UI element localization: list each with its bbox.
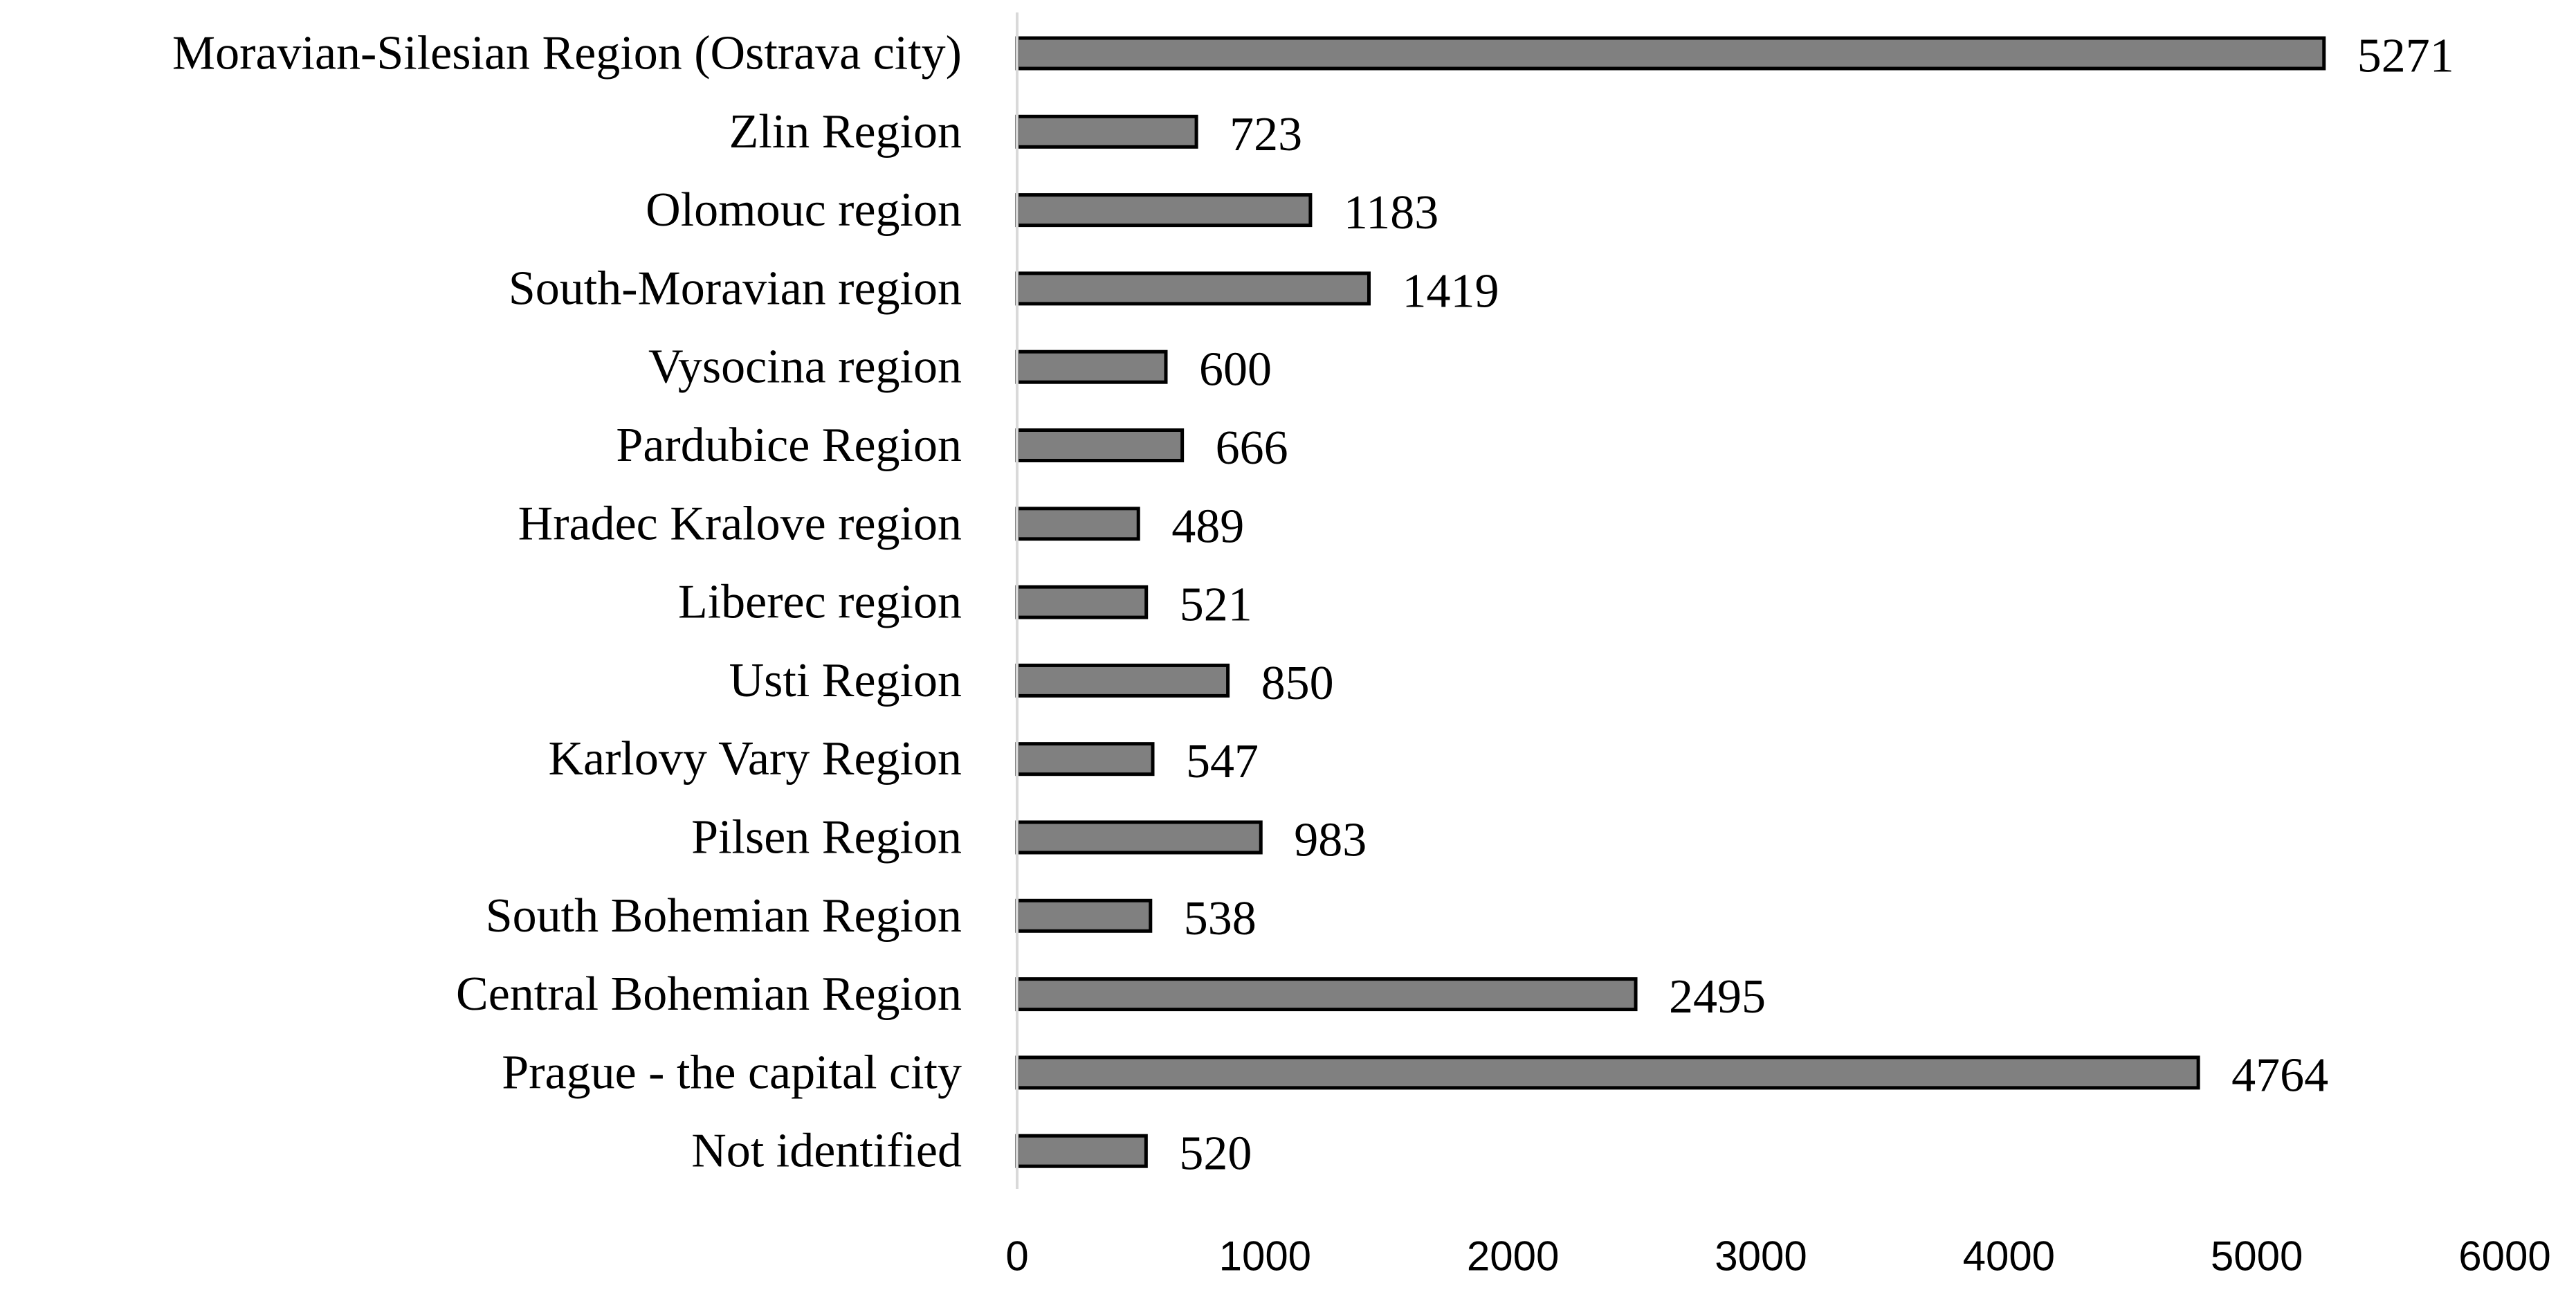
category-label: South Bohemian Region <box>486 889 962 943</box>
category-label: Central Bohemian Region <box>456 968 962 1021</box>
category-label: Karlovy Vary Region <box>549 732 962 785</box>
value-label: 983 <box>1294 814 1367 867</box>
bar <box>1015 820 1263 855</box>
x-tick-label: 3000 <box>1715 1233 1807 1280</box>
x-tick-labels: 0 1000 2000 3000 4000 5000 6000 <box>1005 1233 2550 1280</box>
value-label: 521 <box>1180 579 1252 632</box>
value-label: 666 <box>1216 421 1288 475</box>
category-label: Pardubice Region <box>616 419 962 472</box>
category-label: Hradec Kralove region <box>518 497 962 550</box>
bars <box>1015 36 2326 1168</box>
category-labels: Moravian-Silesian Region (Ostrava city) Z… <box>172 27 962 1178</box>
category-label: Prague - the capital city <box>502 1046 962 1099</box>
x-tick-label: 6000 <box>2458 1233 2550 1280</box>
value-label: 1183 <box>1344 186 1438 239</box>
bar <box>1015 663 1230 698</box>
category-label: South-Moravian region <box>509 262 962 315</box>
x-tick-label: 5000 <box>2211 1233 2303 1280</box>
x-tick-label: 1000 <box>1219 1233 1311 1280</box>
value-label: 850 <box>1261 657 1334 710</box>
bar <box>1015 271 1371 306</box>
bar <box>1015 193 1313 228</box>
value-label: 5271 <box>2357 30 2454 83</box>
bar <box>1015 898 1153 933</box>
bar <box>1015 1055 2200 1090</box>
value-label: 4764 <box>2231 1048 2328 1102</box>
value-label: 723 <box>1230 108 1302 161</box>
value-label: 520 <box>1179 1127 1252 1181</box>
bar <box>1015 507 1140 541</box>
bar <box>1015 349 1168 384</box>
category-label: Moravian-Silesian Region (Ostrava city) <box>172 27 962 80</box>
value-label: 600 <box>1199 343 1272 397</box>
value-label: 547 <box>1186 735 1259 788</box>
bar <box>1015 742 1155 776</box>
value-label: 1419 <box>1402 264 1499 318</box>
category-label: Zlin Region <box>729 105 962 158</box>
value-label: 489 <box>1171 500 1244 553</box>
bar <box>1015 114 1198 149</box>
category-label: Vysocina region <box>648 340 962 394</box>
bar <box>1015 1134 1148 1168</box>
bar <box>1015 977 1638 1012</box>
bar <box>1015 585 1149 619</box>
x-tick-label: 0 <box>1005 1233 1028 1280</box>
x-tick-label: 2000 <box>1467 1233 1559 1280</box>
x-tick-label: 4000 <box>1963 1233 2055 1280</box>
category-label: Pilsen Region <box>691 811 962 864</box>
category-label: Liberec region <box>678 576 962 629</box>
value-label: 538 <box>1184 892 1257 945</box>
category-label: Not identified <box>691 1125 962 1178</box>
category-label: Usti Region <box>729 654 962 707</box>
category-label: Olomouc region <box>646 183 962 237</box>
bar <box>1015 428 1185 462</box>
bar <box>1015 36 2326 71</box>
value-label: 2495 <box>1669 970 1766 1024</box>
